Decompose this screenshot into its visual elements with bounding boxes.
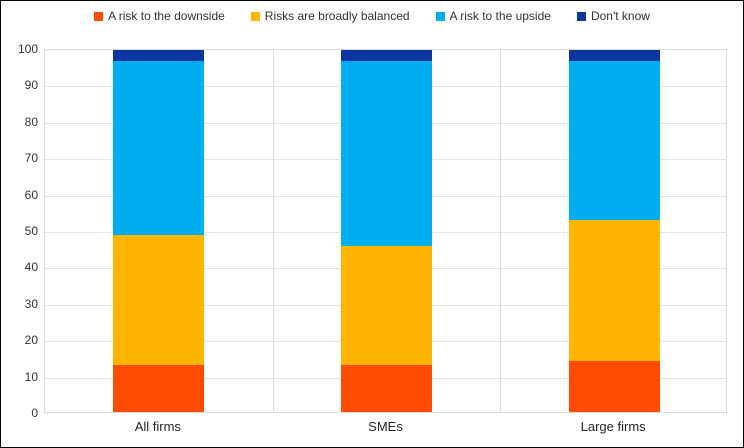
legend-swatch-icon [94,11,104,21]
y-tick-label: 60 [24,187,38,202]
x-category-label: SMEs [368,419,403,434]
legend-item: Don't know [576,9,650,23]
y-axis: 0 10 20 30 40 50 60 70 80 90 100 [1,42,38,420]
legend-swatch-icon [250,11,260,21]
legend-label: A risk to the upside [449,9,551,23]
bar-smes [341,50,432,412]
bar-segment [568,50,660,61]
plot-area [44,49,727,413]
bar-segment [341,364,432,412]
vertical-gridline [272,50,274,412]
x-axis: All firms SMEs Large firms [44,417,727,441]
y-tick-label: 70 [24,151,38,166]
legend-label: Don't know [590,9,650,23]
legend: A risk to the downside Risks are broadly … [1,10,743,22]
y-tick-label: 80 [24,114,38,129]
bar-segment [341,60,432,246]
vertical-gridline [500,50,502,412]
legend-label: A risk to the downside [108,9,225,23]
legend-item: A risk to the downside [94,10,225,22]
legend-item: A risk to the upside [435,9,551,23]
bar-segment [113,234,205,365]
legend-item: Risks are broadly balanced [250,9,410,23]
y-tick-label: 40 [24,260,38,275]
legend-swatch-icon [576,11,586,21]
bar-segment [113,50,205,61]
legend-swatch-icon [435,11,445,21]
bar-segment [341,50,432,61]
bar-segment [113,364,205,412]
y-tick-label: 30 [24,296,38,311]
y-tick-label: 0 [31,406,38,420]
y-tick-label: 100 [17,42,38,56]
bar-large-firms [568,50,660,412]
x-category-label: Large firms [580,419,646,434]
bar-segment [341,245,432,365]
bar-all-firms [113,50,205,412]
bar-segment [568,361,660,412]
bar-segment [568,60,660,221]
bar-segment [568,220,660,362]
legend-label: Risks are broadly balanced [264,9,410,23]
y-tick-label: 90 [24,78,38,93]
x-category-label: All firms [134,419,181,434]
y-tick-label: 50 [24,224,38,238]
y-tick-label: 10 [24,369,38,384]
bar-segment [113,60,205,235]
y-tick-label: 20 [24,333,38,348]
